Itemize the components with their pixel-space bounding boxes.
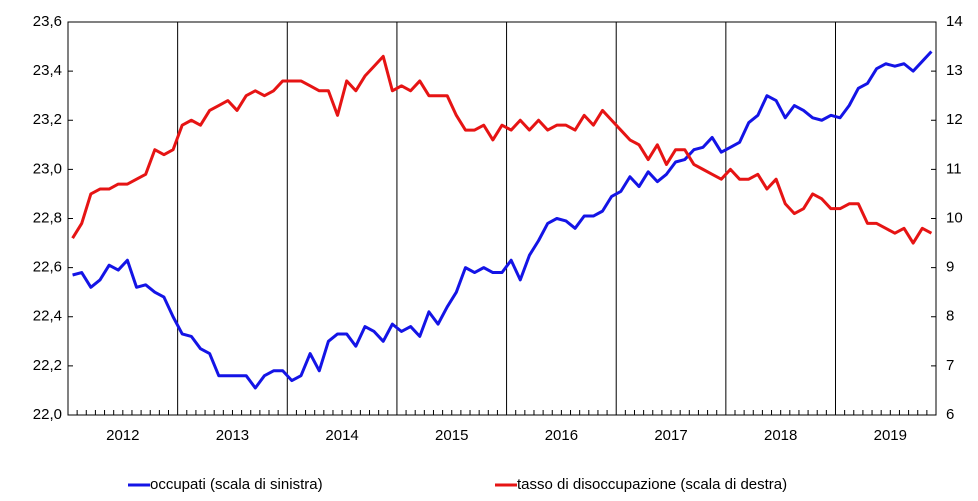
legend-label: tasso di disoccupazione (scala di destra…	[517, 476, 787, 493]
x-tick-label: 2019	[874, 427, 907, 444]
y-tick-label: 23,6	[33, 13, 62, 30]
y-tick-label: 23,2	[33, 111, 62, 128]
x-tick-label: 2015	[435, 427, 468, 444]
y2-tick-label: 13	[946, 62, 963, 79]
plot-frame	[67, 21, 937, 416]
y2-tick-label: 14	[946, 13, 963, 30]
x-tick-label: 2013	[216, 427, 249, 444]
y-tick-label: 22,2	[33, 357, 62, 374]
y2-tick-label: 11	[946, 160, 962, 177]
y2-tick-label: 8	[946, 308, 954, 325]
y-tick-label: 23,0	[33, 160, 62, 177]
y-tick-label: 23,4	[33, 62, 62, 79]
x-tick-label: 2014	[325, 427, 358, 444]
y2-tick-label: 6	[946, 406, 954, 423]
x-tick-label: 2012	[106, 427, 139, 444]
y2-tick-label: 10	[946, 209, 963, 226]
x-tick-label: 2017	[654, 427, 687, 444]
y-tick-label: 22,4	[33, 308, 62, 325]
y2-tick-label: 12	[946, 111, 963, 128]
legend-label: occupati (scala di sinistra)	[150, 476, 323, 493]
series-line	[72, 50, 933, 390]
y2-tick-label: 9	[946, 259, 954, 276]
x-tick-label: 2018	[764, 427, 797, 444]
y-tick-label: 22,6	[33, 259, 62, 276]
y2-tick-label: 7	[946, 357, 954, 374]
y-tick-label: 22,0	[33, 406, 62, 423]
series-line	[71, 54, 933, 245]
x-tick-label: 2016	[545, 427, 578, 444]
y-tick-label: 22,8	[33, 209, 62, 226]
